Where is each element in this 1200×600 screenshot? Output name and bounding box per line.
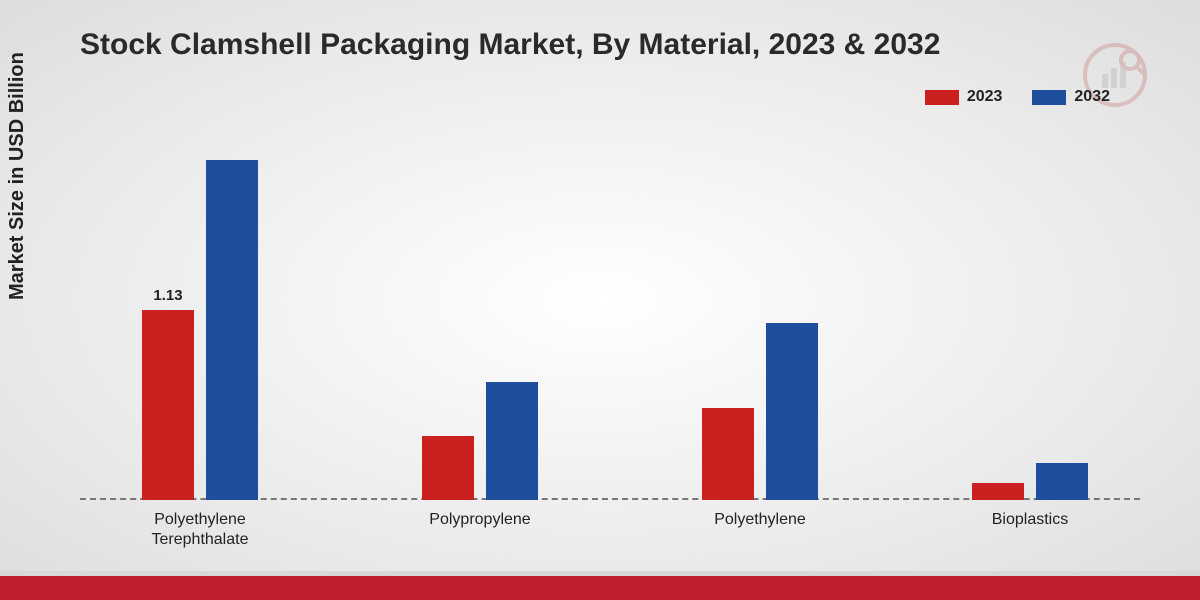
legend-item-2023: 2023	[925, 88, 1003, 106]
legend-label-2023: 2023	[967, 88, 1003, 106]
chart-title: Stock Clamshell Packaging Market, By Mat…	[80, 28, 940, 62]
bar	[972, 483, 1024, 500]
bar	[142, 310, 194, 500]
bar-group	[972, 463, 1088, 500]
plot-area: 1.13	[80, 130, 1150, 500]
bar	[766, 323, 818, 500]
legend-label-2032: 2032	[1074, 88, 1110, 106]
x-axis-category-label: PolyethyleneTerephthalate	[152, 510, 249, 550]
bar-group	[702, 323, 818, 500]
footer-bar	[0, 576, 1200, 600]
bar	[206, 160, 258, 500]
bar	[422, 436, 474, 500]
bar	[486, 382, 538, 500]
legend-swatch-2023	[925, 90, 959, 105]
y-axis-label: Market Size in USD Billion	[6, 52, 29, 300]
bar	[1036, 463, 1088, 500]
x-axis-category-label: Polyethylene	[714, 510, 806, 530]
bar	[702, 408, 754, 501]
legend-swatch-2032	[1032, 90, 1066, 105]
chart-canvas: Stock Clamshell Packaging Market, By Mat…	[0, 0, 1200, 600]
x-axis-category-label: Polypropylene	[429, 510, 530, 530]
legend: 2023 2032	[925, 88, 1110, 106]
bar-group	[422, 382, 538, 500]
legend-item-2032: 2032	[1032, 88, 1110, 106]
x-axis-category-label: Bioplastics	[992, 510, 1068, 530]
bar-value-label: 1.13	[153, 287, 182, 304]
bar-group	[142, 160, 258, 500]
